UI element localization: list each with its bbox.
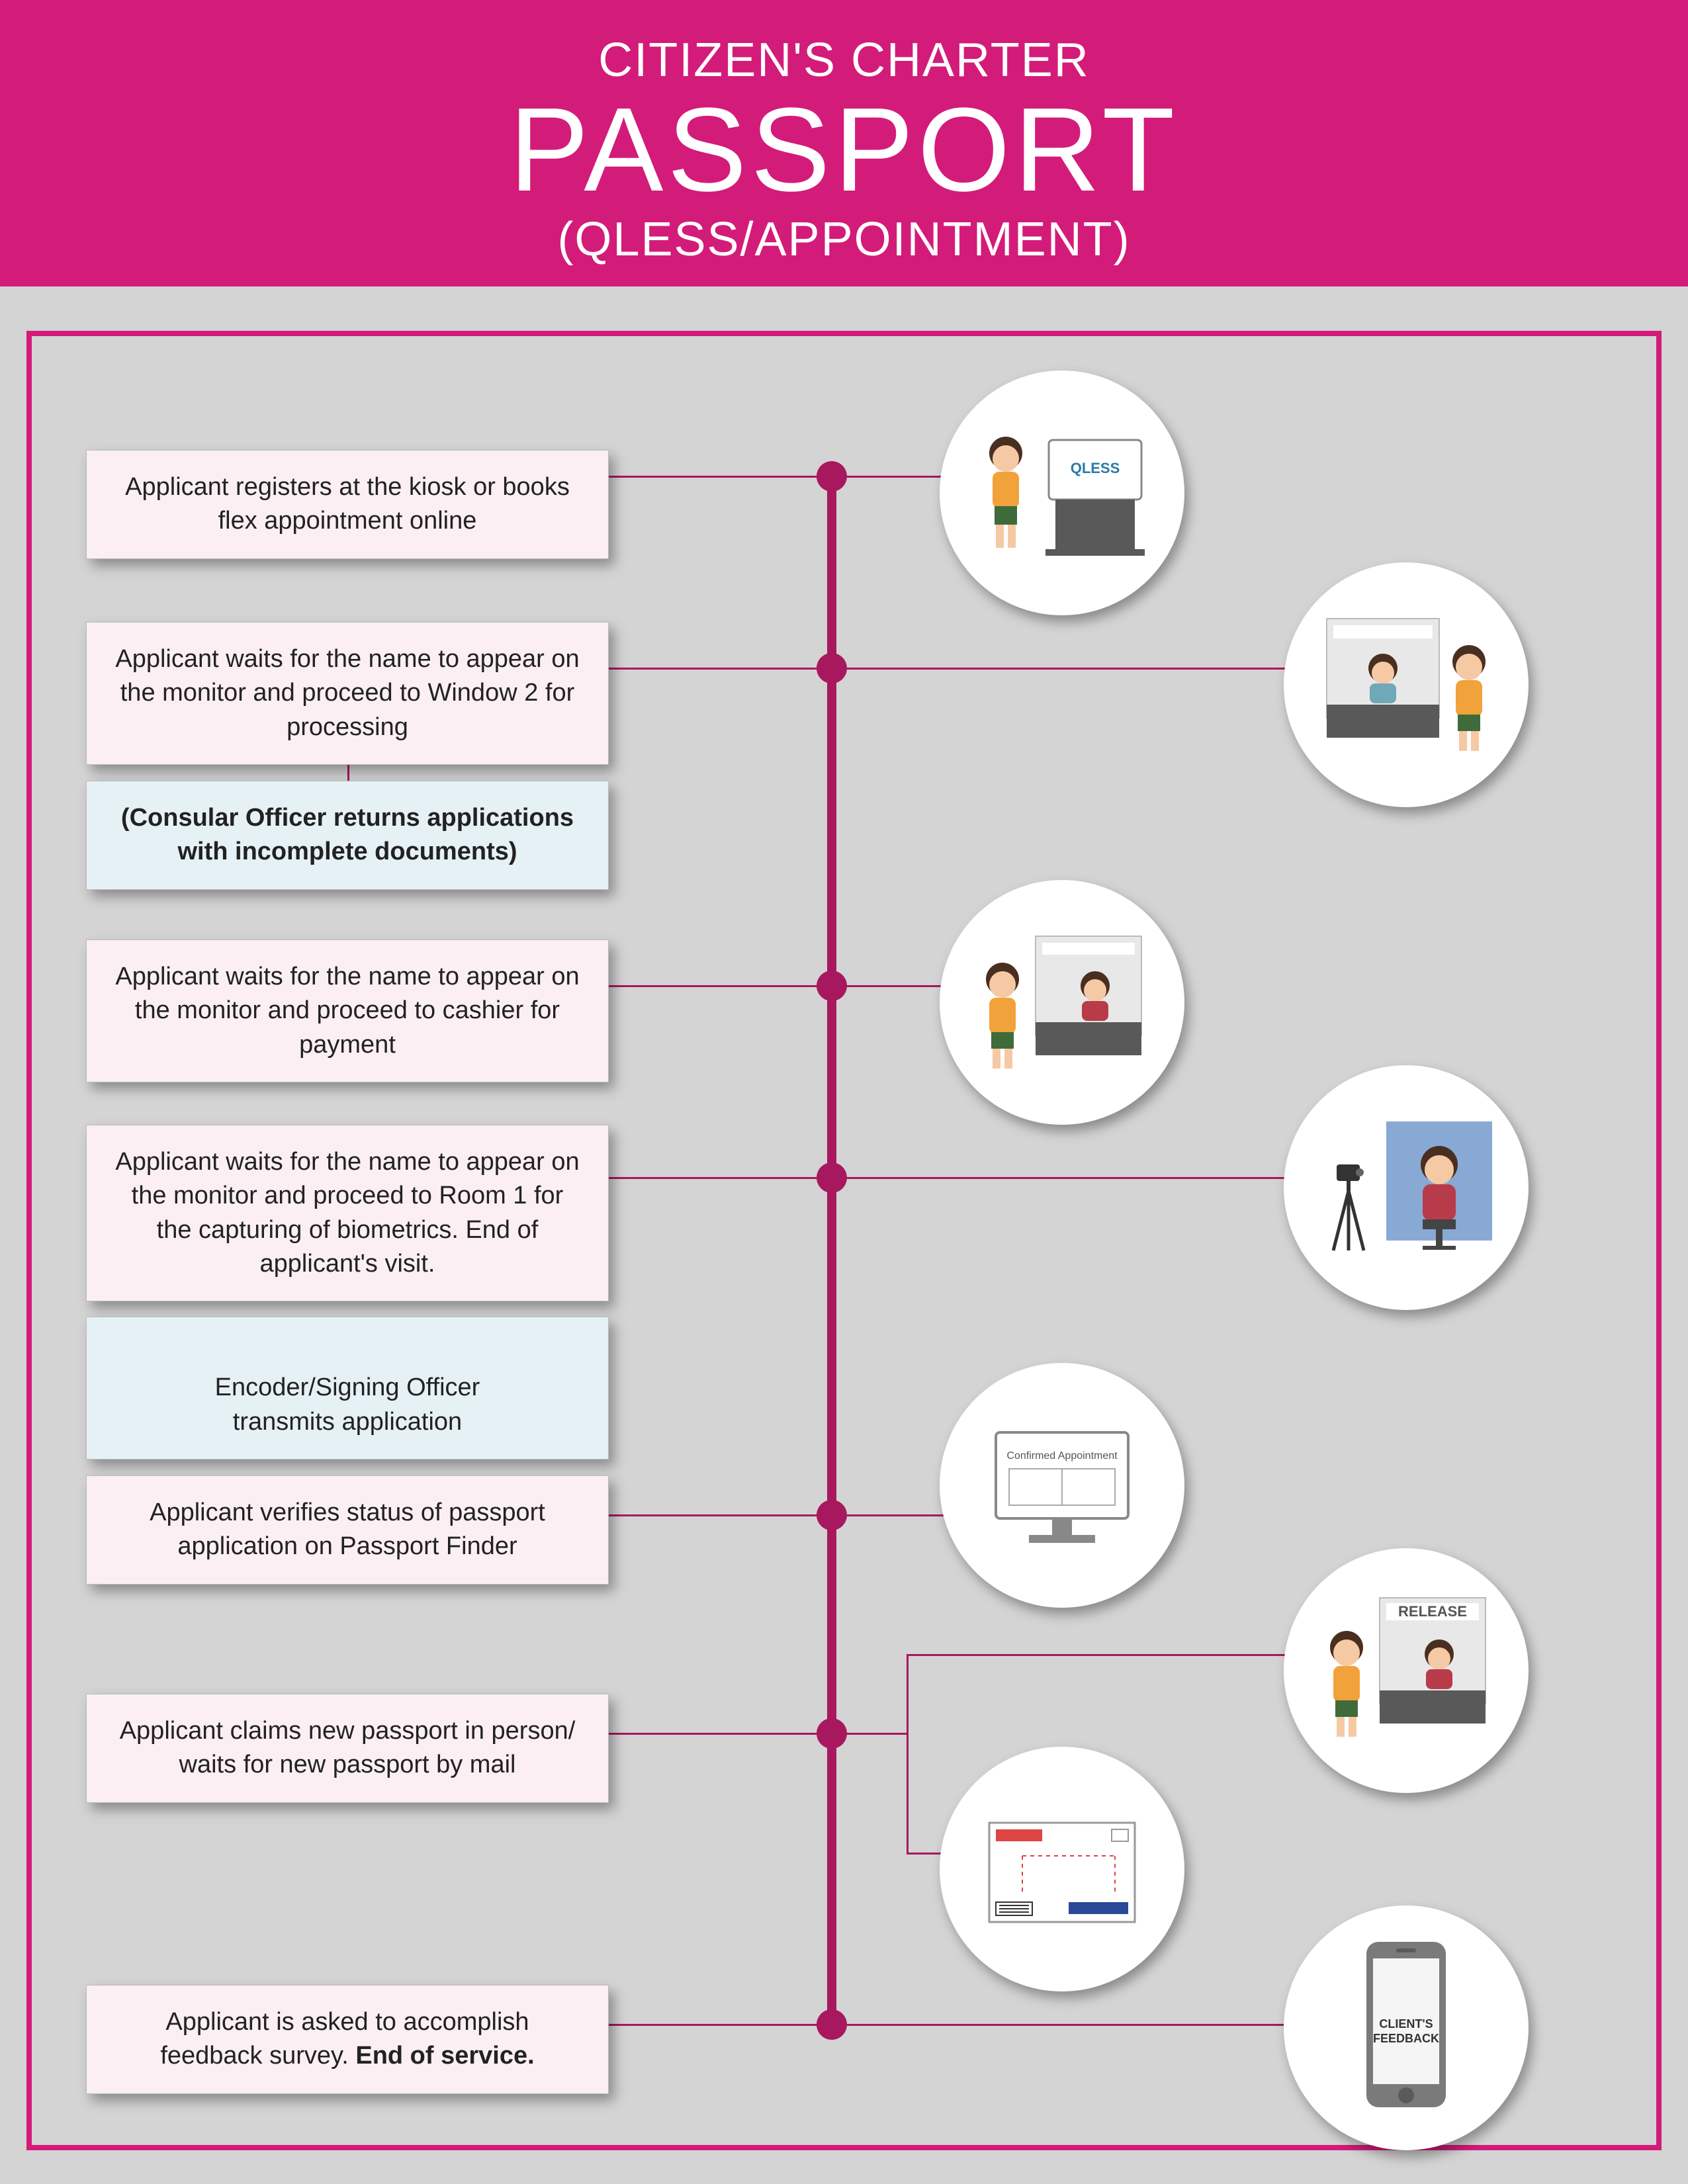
- svg-text:CLIENT'S: CLIENT'S: [1379, 2017, 1433, 2031]
- step-box: Applicant is asked to accomplish feedbac…: [86, 1985, 609, 2094]
- release-icon: RELEASE: [1307, 1585, 1505, 1757]
- header: CITIZEN'S CHARTER PASSPORT (QLESS/APPOIN…: [0, 0, 1688, 286]
- step-text: Applicant verifies status of passport ap…: [150, 1499, 545, 1560]
- step-box: Applicant waits for the name to appear o…: [86, 939, 609, 1082]
- connector: [609, 985, 827, 987]
- connector: [609, 1177, 827, 1179]
- step-box: Applicant waits for the name to appear o…: [86, 622, 609, 765]
- connector: [907, 1654, 1297, 1656]
- connector: [847, 1177, 1297, 1179]
- biometrics-icon: [1307, 1102, 1505, 1274]
- connector: [609, 2024, 827, 2026]
- connector: [907, 1654, 909, 1853]
- step-circle: QLESS: [940, 371, 1184, 615]
- step-text: Applicant waits for the name to appear o…: [115, 645, 579, 741]
- step-box: Encoder/Signing Officer transmits applic…: [86, 1317, 609, 1460]
- mail-icon: [963, 1796, 1161, 1942]
- timeline-line: [827, 463, 836, 2038]
- connector: [609, 1514, 827, 1516]
- phone-icon: CLIENT'S FEEDBACK: [1333, 1929, 1479, 2127]
- connector: [847, 2024, 1297, 2026]
- page: CITIZEN'S CHARTER PASSPORT (QLESS/APPOIN…: [0, 0, 1688, 2184]
- step-text: Applicant claims new passport in person/…: [120, 1717, 576, 1778]
- kiosk-icon: QLESS: [969, 407, 1155, 579]
- step-text: Applicant is asked to accomplish feedbac…: [160, 2008, 534, 2070]
- connector: [847, 1733, 907, 1735]
- step-box: Applicant verifies status of passport ap…: [86, 1475, 609, 1585]
- step-text: (Consular Officer returns applications w…: [121, 804, 574, 865]
- step-text: Applicant waits for the name to appear o…: [115, 963, 579, 1059]
- step-text: Applicant waits for the name to appear o…: [115, 1148, 579, 1278]
- svg-text:QLESS: QLESS: [1071, 460, 1120, 476]
- header-line3: (QLESS/APPOINTMENT): [0, 212, 1688, 267]
- step-box: Applicant waits for the name to appear o…: [86, 1125, 609, 1301]
- step-circle: [1284, 562, 1529, 807]
- step-box: (Consular Officer returns applications w…: [86, 781, 609, 890]
- connector: [609, 668, 827, 670]
- connector: [609, 1733, 827, 1735]
- cashier-icon: [963, 916, 1161, 1088]
- connector: [847, 985, 953, 987]
- svg-text:RELEASE: RELEASE: [1398, 1603, 1467, 1620]
- step-box: Applicant claims new passport in person/…: [86, 1694, 609, 1803]
- step-text: Applicant registers at the kiosk or book…: [125, 473, 570, 535]
- svg-text:FEEDBACK: FEEDBACK: [1373, 2032, 1439, 2045]
- step-text: Encoder/Signing Officer transmits applic…: [215, 1374, 480, 1435]
- step-box: Applicant registers at the kiosk or book…: [86, 450, 609, 559]
- svg-text:Confirmed Appointment: Confirmed Appointment: [1006, 1450, 1118, 1462]
- step-circle: Confirmed Appointment: [940, 1363, 1184, 1608]
- window-icon: [1307, 599, 1505, 771]
- connector: [847, 1514, 953, 1516]
- computer-icon: Confirmed Appointment: [963, 1399, 1161, 1571]
- header-line1: CITIZEN'S CHARTER: [0, 33, 1688, 87]
- step-circle: [940, 1747, 1184, 1991]
- step-circle: RELEASE: [1284, 1548, 1529, 1793]
- connector: [609, 476, 827, 478]
- step-circle: [1284, 1065, 1529, 1310]
- step-circle: [940, 880, 1184, 1125]
- header-line2: PASSPORT: [0, 87, 1688, 212]
- connector: [847, 476, 953, 478]
- connector: [847, 668, 1297, 670]
- step-circle: CLIENT'S FEEDBACK: [1284, 1905, 1529, 2150]
